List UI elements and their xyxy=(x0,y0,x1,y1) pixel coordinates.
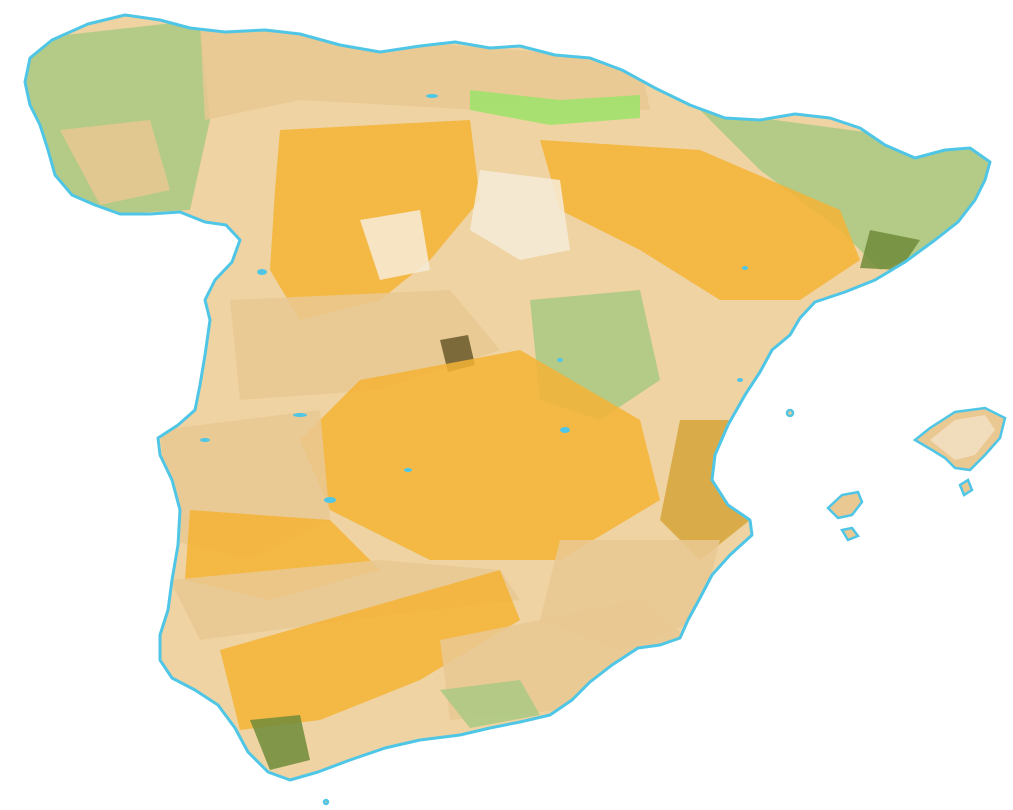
formentera-island xyxy=(840,526,860,542)
north-meseta-bare-patch xyxy=(360,210,430,280)
la-mancha-cropland xyxy=(300,350,660,560)
reservoir xyxy=(557,358,563,362)
balearic-islands xyxy=(322,406,1007,806)
reservoir xyxy=(257,269,267,275)
grazalema-dense-forest xyxy=(250,715,310,770)
mainland-coastline xyxy=(23,13,992,782)
guadalquivir-cropland xyxy=(220,570,520,730)
cantabrian-meadow xyxy=(470,90,640,125)
reservoir xyxy=(426,94,438,98)
reservoir xyxy=(742,266,748,270)
reservoir xyxy=(293,413,307,417)
ibiza-island xyxy=(826,490,864,520)
sierra-nevada-forest xyxy=(440,680,540,728)
menorca-island xyxy=(958,478,974,497)
sierra-morena-scrub xyxy=(170,560,520,640)
reservoir xyxy=(560,427,570,433)
reservoir xyxy=(404,468,412,472)
catalonia-dense-forest xyxy=(860,230,920,270)
cantabrian-mixed-region xyxy=(200,25,650,120)
ebro-valley-cropland xyxy=(540,140,860,300)
land-cover-layers xyxy=(25,20,990,770)
reservoir xyxy=(737,378,743,382)
galicia-mixed-patch xyxy=(60,120,170,205)
reservoir xyxy=(200,438,210,442)
iberian-system-bare xyxy=(470,170,570,260)
islet xyxy=(322,798,330,806)
reservoir xyxy=(324,497,336,503)
mallorca-land-cover xyxy=(930,415,995,460)
islet xyxy=(785,408,795,418)
southeast-scrub xyxy=(540,540,720,650)
mainland-spain xyxy=(23,13,992,782)
